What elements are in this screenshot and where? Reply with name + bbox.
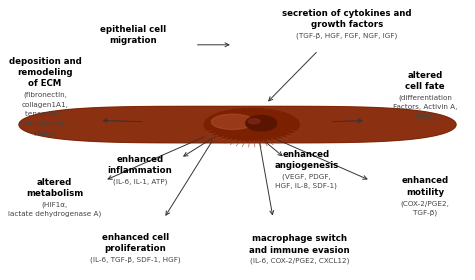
Text: migration: migration bbox=[109, 36, 157, 45]
Text: altered: altered bbox=[37, 178, 72, 187]
Text: FGF2): FGF2) bbox=[415, 113, 436, 120]
Text: lactate dehydrogenase A): lactate dehydrogenase A) bbox=[8, 211, 101, 218]
Ellipse shape bbox=[248, 119, 260, 124]
Text: Factors, Activin A,: Factors, Activin A, bbox=[393, 104, 457, 110]
Text: (TGF-β, HGF, FGF, NGF, IGF): (TGF-β, HGF, FGF, NGF, IGF) bbox=[296, 32, 398, 39]
Text: (HIF1α,: (HIF1α, bbox=[41, 201, 68, 208]
Text: motility: motility bbox=[406, 188, 444, 197]
Text: macrophage switch: macrophage switch bbox=[252, 234, 347, 243]
Text: (fibronectin,: (fibronectin, bbox=[23, 92, 67, 99]
Text: enhanced: enhanced bbox=[283, 150, 330, 159]
Text: TGF-β): TGF-β) bbox=[413, 209, 437, 216]
Text: MMPs): MMPs) bbox=[34, 130, 57, 137]
Text: inflammation: inflammation bbox=[108, 166, 172, 175]
Text: growth factors: growth factors bbox=[311, 20, 383, 29]
Text: (differentiation: (differentiation bbox=[398, 94, 452, 101]
Text: Osteopontin –: Osteopontin – bbox=[20, 121, 70, 127]
Ellipse shape bbox=[209, 110, 294, 139]
Text: collagen1A1,: collagen1A1, bbox=[22, 102, 68, 108]
Ellipse shape bbox=[246, 115, 276, 131]
Text: cell fate: cell fate bbox=[405, 82, 445, 91]
Text: enhanced: enhanced bbox=[116, 155, 164, 164]
Polygon shape bbox=[19, 106, 456, 143]
Text: secretion of cytokines and: secretion of cytokines and bbox=[282, 9, 411, 18]
Text: of ECM: of ECM bbox=[28, 80, 62, 88]
Text: deposition and: deposition and bbox=[9, 57, 82, 66]
Text: enhanced: enhanced bbox=[401, 176, 449, 185]
Text: (VEGF, PDGF,: (VEGF, PDGF, bbox=[282, 173, 331, 180]
Text: (COX-2/PGE2,: (COX-2/PGE2, bbox=[401, 200, 449, 207]
Text: HGF, IL-8, SDF-1): HGF, IL-8, SDF-1) bbox=[276, 183, 337, 190]
Ellipse shape bbox=[204, 109, 299, 141]
Text: (IL-6, IL-1, ATP): (IL-6, IL-1, ATP) bbox=[113, 178, 167, 185]
Text: (IL-6, COX-2/PGE2, CXCL12): (IL-6, COX-2/PGE2, CXCL12) bbox=[249, 258, 349, 265]
Text: epithelial cell: epithelial cell bbox=[100, 25, 166, 34]
Text: angiogenesis: angiogenesis bbox=[274, 161, 339, 170]
Text: tenascin C,: tenascin C, bbox=[25, 111, 65, 117]
Text: (IL-6, TGF-β, SDF-1, HGF): (IL-6, TGF-β, SDF-1, HGF) bbox=[90, 256, 180, 263]
Text: metabolism: metabolism bbox=[26, 189, 83, 198]
Text: altered: altered bbox=[408, 71, 443, 80]
Text: proliferation: proliferation bbox=[104, 244, 166, 253]
Text: remodeling: remodeling bbox=[18, 68, 73, 77]
Ellipse shape bbox=[211, 114, 254, 129]
Text: and immune evasion: and immune evasion bbox=[249, 246, 350, 255]
Text: enhanced cell: enhanced cell bbox=[102, 233, 169, 242]
